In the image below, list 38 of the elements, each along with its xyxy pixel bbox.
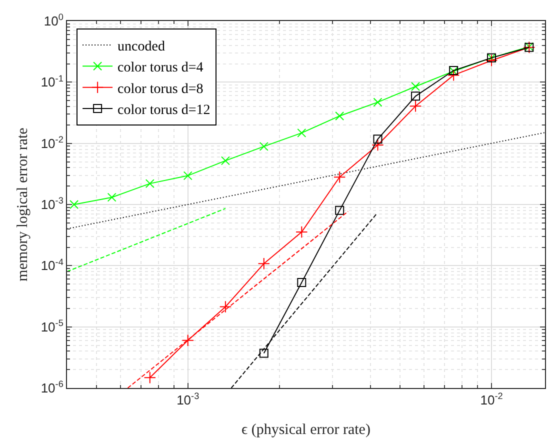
y-tick-label: 10$^{0}$ bbox=[44, 12, 64, 29]
point bbox=[409, 100, 422, 112]
point bbox=[259, 142, 268, 151]
point bbox=[296, 226, 308, 238]
point bbox=[107, 192, 116, 202]
point bbox=[373, 134, 382, 144]
point bbox=[411, 82, 420, 91]
y-tick-label: 10$^{-4}$ bbox=[40, 256, 64, 274]
y-tick-label: 10$^{-3}$ bbox=[40, 196, 64, 212]
point bbox=[335, 111, 344, 120]
point bbox=[297, 128, 306, 138]
point bbox=[372, 138, 384, 152]
point bbox=[219, 300, 232, 313]
point bbox=[70, 200, 79, 209]
point bbox=[220, 156, 230, 166]
point bbox=[182, 334, 194, 346]
y-tick-label: 10$^{-6}$ bbox=[40, 379, 64, 396]
point bbox=[373, 98, 382, 107]
point bbox=[145, 179, 154, 188]
legend-label: uncoded bbox=[118, 39, 165, 54]
point bbox=[297, 278, 306, 288]
x-axis-title: ϵ (physical error rate) bbox=[242, 422, 370, 438]
point bbox=[485, 54, 498, 67]
y-axis-title: memory logical error rate bbox=[15, 127, 31, 282]
legend-label: color torus d=8 bbox=[118, 82, 204, 97]
point bbox=[144, 371, 156, 384]
point bbox=[258, 258, 270, 270]
point bbox=[411, 92, 420, 101]
point bbox=[335, 206, 344, 215]
y-tick-label: 10$^{-2}$ bbox=[40, 134, 64, 151]
legend-label: color torus d=12 bbox=[118, 103, 210, 118]
y-tick-label: 10$^{-5}$ bbox=[40, 318, 64, 334]
point bbox=[333, 171, 346, 184]
point bbox=[259, 348, 268, 358]
point bbox=[447, 69, 460, 82]
point bbox=[183, 171, 192, 180]
legend-label: color torus d=4 bbox=[118, 60, 204, 76]
y-tick-label: 10$^{-1}$ bbox=[40, 73, 64, 90]
